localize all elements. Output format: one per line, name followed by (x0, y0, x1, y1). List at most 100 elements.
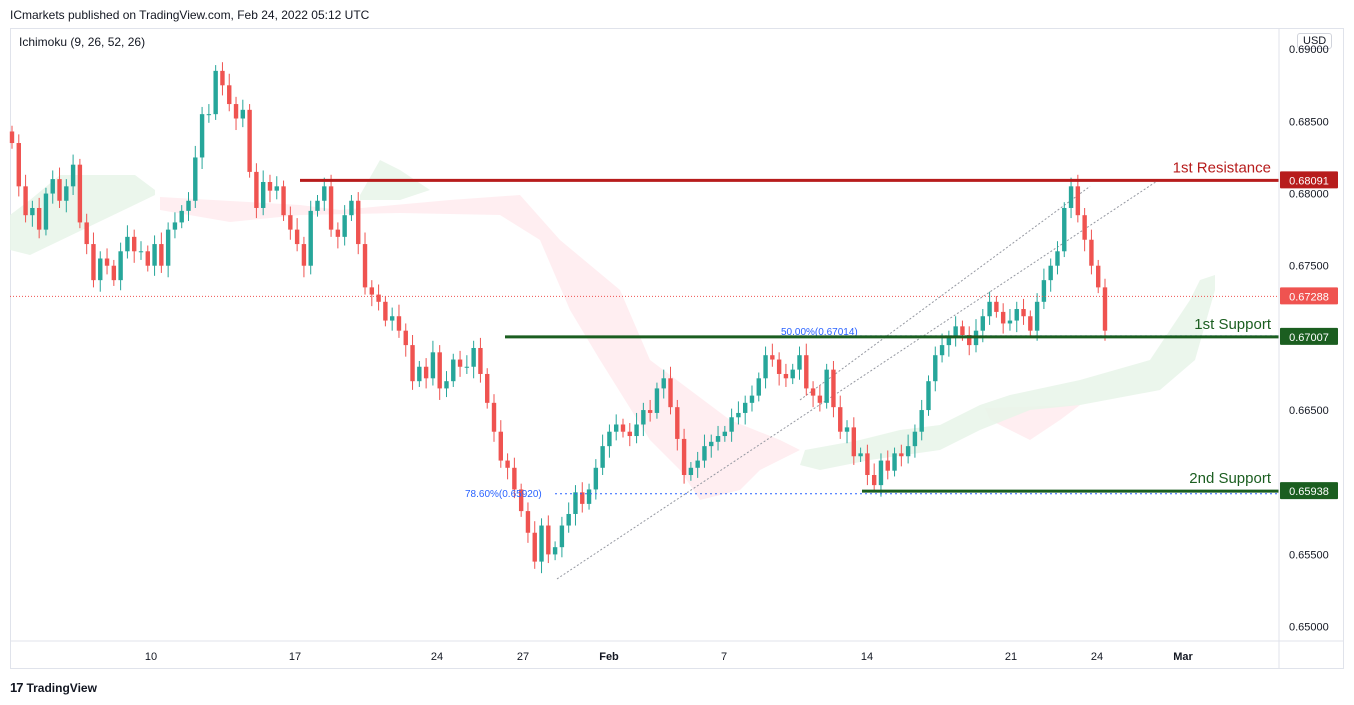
candle-body (858, 453, 863, 457)
candle-body (647, 410, 653, 413)
candle-body (131, 236, 137, 252)
candle-body (315, 200, 320, 211)
candle-body (213, 70, 218, 115)
fib-label: 50.00%(0.67014) (781, 327, 858, 338)
candle-body (797, 355, 802, 370)
candle-body (172, 222, 178, 230)
candle-body (722, 431, 728, 437)
candle-body (810, 388, 816, 396)
indicator-legend[interactable]: Ichimoku (9, 26, 52, 26) (19, 35, 146, 49)
currency-button[interactable]: USD (1297, 33, 1333, 49)
candle-body (206, 114, 212, 116)
candle-body (437, 352, 442, 389)
candle-body (736, 412, 741, 418)
candle-body (600, 446, 605, 468)
candle-body (308, 210, 313, 266)
candle-body (410, 345, 415, 382)
candle-body (396, 316, 402, 331)
candle-body (342, 215, 347, 237)
candle-body (50, 179, 55, 194)
candle-body (1096, 265, 1101, 288)
candle-body (193, 157, 198, 201)
candle-body (505, 460, 510, 468)
publisher-caption: ICmarkets published on TradingView.com, … (10, 8, 370, 22)
candle-body (994, 301, 999, 312)
candle-body (1000, 311, 1006, 324)
candle-body (220, 70, 225, 86)
candle-body (573, 492, 578, 514)
candle-body (586, 489, 592, 504)
candle-body (335, 229, 341, 237)
candle-body (1034, 301, 1040, 331)
candle-body (844, 427, 850, 432)
y-tick-label: 0.68000 (1289, 189, 1329, 201)
candle-body (1075, 186, 1081, 216)
candle-body (118, 251, 123, 281)
candle-body (125, 236, 130, 252)
channel-trendline (799, 185, 1091, 401)
candle-body (933, 355, 938, 382)
last-price-label: 0.67288 (1289, 291, 1329, 303)
x-tick-label: 10 (145, 651, 157, 663)
candle-body (980, 316, 986, 331)
candle-body (152, 244, 157, 266)
candle-body (30, 207, 35, 216)
candle-body (946, 337, 952, 346)
candle-body (1068, 186, 1074, 208)
candle-body (417, 366, 422, 382)
candle-body (580, 492, 585, 504)
candle-body (145, 251, 150, 266)
candle-body (57, 179, 62, 201)
candle-body (634, 424, 639, 437)
candle-body (254, 171, 259, 208)
candle-body (919, 410, 924, 432)
candle-body (702, 446, 707, 461)
candle-body (1041, 280, 1047, 302)
x-tick-label: 21 (1005, 651, 1017, 663)
candle-body (546, 525, 551, 555)
candle-body (260, 182, 266, 208)
candle-body (389, 316, 395, 321)
candle-body (138, 251, 144, 253)
candle-body (539, 525, 544, 562)
y-tick-label: 0.65000 (1289, 622, 1329, 634)
candle-body (464, 366, 470, 368)
level-price-label: 0.65938 (1289, 486, 1329, 498)
cloud-region (800, 275, 1215, 470)
candle-body (783, 373, 789, 379)
candle-body (64, 186, 69, 201)
candle-body (240, 109, 246, 119)
candle-body (328, 186, 334, 230)
candle-body (838, 407, 843, 432)
candle-body (471, 347, 476, 367)
level-name: 1st Support (1194, 316, 1272, 333)
ichimoku-cloud (10, 160, 1215, 500)
candle-body (905, 446, 911, 457)
candle-body (668, 378, 673, 408)
candle-body (939, 345, 945, 356)
cloud-region (160, 195, 800, 500)
y-tick-label: 0.67500 (1289, 261, 1329, 273)
candle-body (620, 424, 626, 432)
y-tick-label: 0.65500 (1289, 549, 1329, 561)
candle-body (9, 131, 15, 144)
level-price-tag (1280, 482, 1338, 500)
level-name: 2nd Support (1189, 470, 1272, 487)
chart-frame (10, 28, 1344, 669)
candle-body (281, 186, 286, 216)
candle-body (1082, 215, 1087, 240)
tradingview-footer[interactable]: 17 TradingView (10, 680, 97, 695)
y-tick-label: 0.69000 (1289, 44, 1329, 56)
candle-body (288, 215, 293, 230)
candle-body (478, 347, 483, 374)
candle-body (1014, 309, 1019, 321)
candle-body (451, 359, 456, 382)
candle-body (1062, 207, 1067, 252)
candle-body (43, 193, 49, 230)
candle-body (1028, 316, 1033, 331)
candle-body (383, 301, 388, 321)
candle-body (247, 109, 252, 172)
candle-body (865, 453, 870, 476)
candle-body (871, 475, 877, 486)
